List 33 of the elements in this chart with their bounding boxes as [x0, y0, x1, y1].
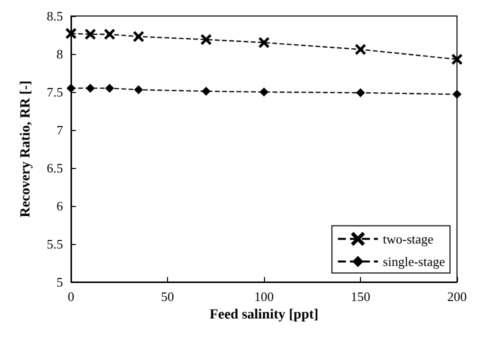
x-tick-label: 0 — [68, 289, 74, 304]
y-tick-label: 7 — [56, 122, 64, 138]
y-tick-label: 6 — [56, 198, 64, 214]
x-tick-label: 200 — [447, 289, 467, 304]
point — [134, 85, 144, 94]
x-axis-title: Feed salinity [ppt] — [210, 308, 318, 322]
y-tick-label: 8 — [56, 46, 63, 62]
point — [452, 90, 462, 99]
point — [85, 29, 96, 40]
y-tick-label: 5 — [56, 274, 63, 290]
point — [200, 34, 212, 45]
point — [104, 29, 115, 40]
point — [86, 84, 95, 93]
point — [258, 37, 270, 48]
point — [260, 88, 268, 96]
point — [202, 86, 211, 96]
point — [452, 54, 462, 64]
x-tick-label: 50 — [161, 289, 174, 304]
point — [105, 84, 114, 93]
y-axis-title: Recovery Ratio, RR [-] — [18, 80, 34, 218]
legend-label: single-stage — [382, 254, 446, 269]
y-tick-label: 6.5 — [46, 160, 63, 176]
point — [133, 31, 144, 42]
point — [66, 28, 76, 39]
x-tick-label: 150 — [350, 289, 370, 304]
point — [66, 84, 76, 93]
y-tick-label: 5.5 — [46, 236, 63, 252]
x-tick-label: 100 — [254, 289, 274, 304]
y-tick-label: 8.5 — [46, 8, 63, 24]
legend-label: two-stage — [382, 231, 434, 246]
point — [355, 44, 366, 55]
point — [356, 88, 365, 98]
y-tick-label: 7.5 — [46, 84, 63, 100]
